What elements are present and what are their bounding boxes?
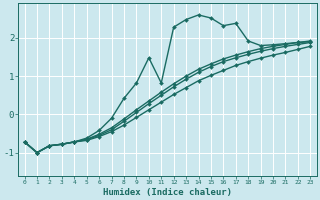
X-axis label: Humidex (Indice chaleur): Humidex (Indice chaleur): [103, 188, 232, 197]
